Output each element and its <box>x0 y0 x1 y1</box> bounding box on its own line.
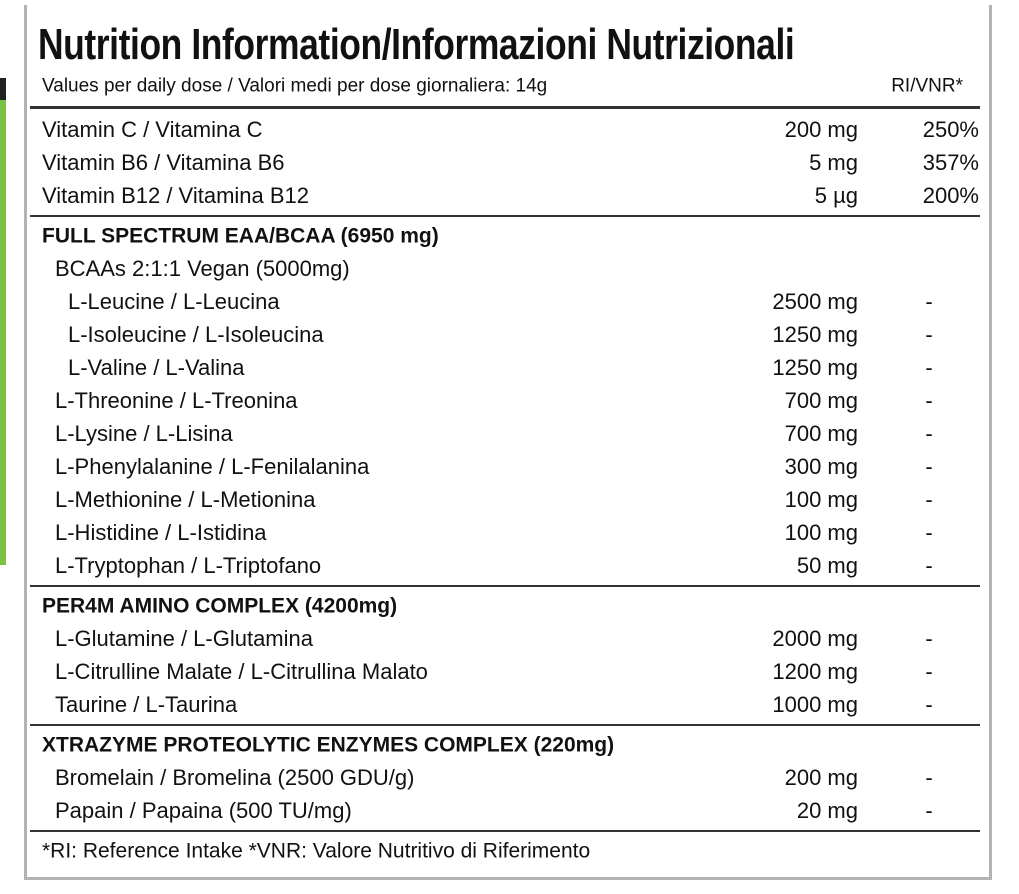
item-amount: 1000 mg <box>772 692 858 717</box>
item-name: L-Leucine / L-Leucina <box>68 289 280 314</box>
edge-mark <box>0 78 6 100</box>
rule <box>30 830 980 832</box>
item-amount: 1250 mg <box>772 355 858 380</box>
edge-stripe <box>0 100 6 565</box>
item-amount: 300 mg <box>784 454 858 479</box>
item-name: L-Phenylalanine / L-Fenilalanina <box>55 454 370 479</box>
item-name: L-Isoleucine / L-Isoleucina <box>68 322 324 347</box>
title: Nutrition Information/Informazioni Nutri… <box>38 20 795 69</box>
item-amount: 20 mg <box>796 798 858 823</box>
item-ri: - <box>925 421 933 446</box>
item-name: L-Glutamine / L-Glutamina <box>55 626 313 651</box>
item-ri: - <box>925 692 933 717</box>
item-name: L-Threonine / L-Treonina <box>55 388 298 413</box>
subtitle: Values per daily dose / Valori medi per … <box>42 75 548 97</box>
item-name: Bromelain / Bromelina (2500 GDU/g) <box>55 765 415 790</box>
item-ri: 357% <box>922 150 979 175</box>
item-name: L-Methionine / L-Metionina <box>55 487 316 512</box>
item-name: L-Lysine / L-Lisina <box>55 421 233 446</box>
item-name: L-Histidine / L-Istidina <box>55 520 267 545</box>
rule <box>30 585 980 587</box>
rule <box>30 215 980 217</box>
item-amount: 5 mg <box>809 150 858 175</box>
item-amount: 200 mg <box>784 765 858 790</box>
item-amount: 2000 mg <box>772 626 858 651</box>
item-ri: - <box>925 520 933 545</box>
item-name: L-Tryptophan / L-Triptofano <box>55 553 322 578</box>
item-name: Vitamin B12 / Vitamina B12 <box>42 183 310 208</box>
item-name: Taurine / L-Taurina <box>55 692 238 717</box>
item-ri: - <box>925 765 933 790</box>
ri-header: RI/VNR* <box>891 75 963 97</box>
item-amount: 50 mg <box>796 553 858 578</box>
item-ri: - <box>925 322 933 347</box>
item-amount: 1200 mg <box>772 659 858 684</box>
item-ri: - <box>925 553 933 578</box>
item-ri: - <box>925 355 933 380</box>
item-amount: 700 mg <box>784 388 858 413</box>
item-amount: 5 µg <box>814 183 858 208</box>
item-ri: - <box>925 388 933 413</box>
rule <box>30 724 980 726</box>
section-heading: FULL SPECTRUM EAA/BCAA (6950 mg) <box>42 224 439 248</box>
item-amount: 100 mg <box>784 487 858 512</box>
item-ri: - <box>925 454 933 479</box>
item-amount: 2500 mg <box>772 289 858 314</box>
item-ri: - <box>925 659 933 684</box>
item-ri: - <box>925 798 933 823</box>
item-name: BCAAs 2:1:1 Vegan (5000mg) <box>55 256 350 281</box>
item-amount: 1250 mg <box>772 322 858 347</box>
item-name: Vitamin C / Vitamina C <box>42 117 263 142</box>
item-amount: 100 mg <box>784 520 858 545</box>
item-ri: - <box>925 626 933 651</box>
item-name: Vitamin B6 / Vitamina B6 <box>42 150 285 175</box>
item-ri: 200% <box>922 183 979 208</box>
rule <box>30 106 980 109</box>
item-ri: 250% <box>922 117 979 142</box>
item-name: L-Citrulline Malate / L-Citrullina Malat… <box>55 659 428 684</box>
item-amount: 200 mg <box>784 117 858 142</box>
label-frame <box>24 5 992 880</box>
footnote: *RI: Reference Intake *VNR: Valore Nutri… <box>42 839 591 863</box>
item-ri: - <box>925 289 933 314</box>
section-heading: XTRAZYME PROTEOLYTIC ENZYMES COMPLEX (22… <box>42 733 615 757</box>
item-amount: 700 mg <box>784 421 858 446</box>
item-name: L-Valine / L-Valina <box>68 355 245 380</box>
item-name: Papain / Papaina (500 TU/mg) <box>55 798 352 823</box>
item-ri: - <box>925 487 933 512</box>
section-heading: PER4M AMINO COMPLEX (4200mg) <box>42 594 398 618</box>
